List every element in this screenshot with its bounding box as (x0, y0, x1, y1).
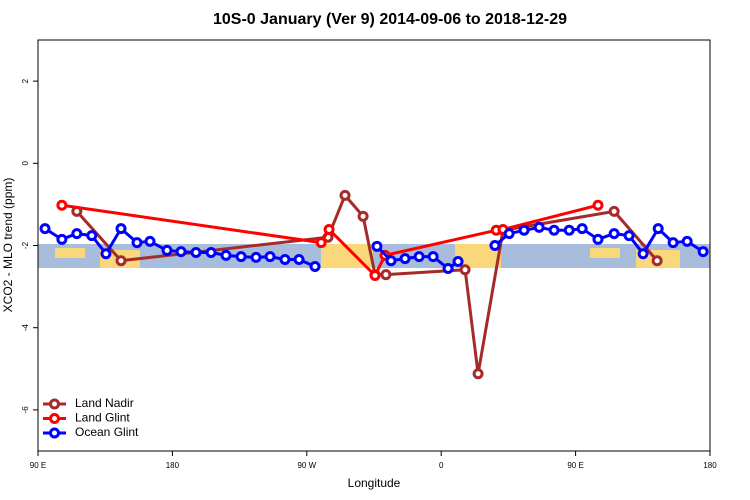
data-point (315, 237, 327, 249)
data-point (442, 263, 454, 275)
data-point (413, 251, 425, 263)
data-point (161, 244, 173, 256)
data-point (309, 260, 321, 272)
data-point (205, 246, 217, 258)
data-point (652, 223, 664, 235)
legend-marker (49, 398, 60, 410)
x-tick-label: 180 (166, 461, 180, 470)
legend-marker (49, 427, 60, 439)
data-point (592, 199, 604, 211)
y-tick-label: 2 (21, 78, 30, 83)
y-tick-label: -2 (21, 241, 30, 249)
data-point (452, 256, 464, 268)
series-line (75, 192, 659, 374)
data-point (459, 264, 471, 276)
legend-marker (49, 413, 60, 424)
data-point (563, 224, 575, 236)
data-point (144, 235, 156, 247)
data-point (39, 223, 51, 235)
data-point (637, 248, 649, 260)
data-point (220, 249, 232, 261)
chart-title: 10S-0 January (Ver 9) 2014-09-06 to 2018… (213, 11, 567, 28)
x-tick-label: 180 (703, 461, 717, 470)
data-point (71, 228, 83, 240)
data-point (427, 251, 439, 263)
data-point (503, 228, 515, 240)
data-point (681, 235, 693, 247)
legend-label: Land Glint (75, 411, 130, 425)
data-point (651, 255, 663, 267)
x-tick-label: 0 (439, 461, 444, 470)
y-tick-label: -4 (21, 324, 30, 332)
data-point (518, 224, 530, 236)
data-point (623, 230, 635, 242)
data-point (667, 237, 679, 249)
data-point (399, 253, 411, 265)
data-point (357, 210, 369, 222)
x-tick-label: 90 E (567, 461, 583, 470)
data-point (175, 246, 187, 258)
data-point (608, 228, 620, 240)
land-region (55, 248, 85, 258)
data-point (100, 248, 112, 260)
data-point (380, 269, 392, 281)
land-region (590, 248, 620, 258)
y-axis-label: XCO2 - MLO trend (ppm) (1, 178, 15, 313)
data-point (264, 251, 276, 263)
data-point (697, 246, 709, 258)
data-point (190, 246, 202, 258)
data-point (533, 221, 545, 233)
data-point (86, 230, 98, 242)
legend-label: Ocean Glint (75, 425, 139, 439)
data-point (56, 199, 68, 211)
x-tick-label: 90 E (30, 461, 46, 470)
data-point (131, 237, 143, 249)
x-tick-label: 90 W (297, 461, 316, 470)
data-point (115, 223, 127, 235)
x-axis-label: Longitude (348, 476, 401, 490)
y-tick-label: -6 (21, 406, 30, 414)
data-point (576, 223, 588, 235)
data-point (385, 255, 397, 267)
data-point (608, 205, 620, 217)
data-point (323, 223, 335, 235)
data-point (279, 253, 291, 265)
data-point (115, 255, 127, 267)
data-point (472, 368, 484, 380)
data-point (592, 233, 604, 245)
data-point (371, 240, 383, 252)
data-point (293, 253, 305, 265)
data-point (235, 251, 247, 263)
data-point (250, 251, 262, 263)
data-point (56, 233, 68, 245)
data-point (489, 240, 501, 251)
data-point (369, 270, 381, 282)
legend-label: Land Nadir (75, 396, 134, 410)
data-point (548, 224, 560, 236)
y-tick-label: 0 (21, 161, 30, 166)
data-point (339, 189, 351, 201)
